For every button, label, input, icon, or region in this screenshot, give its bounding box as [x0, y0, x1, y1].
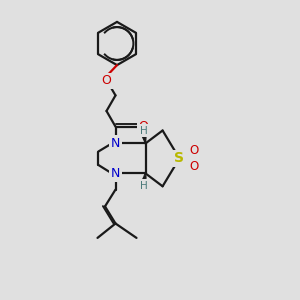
Text: N: N	[111, 137, 120, 150]
Text: O: O	[139, 120, 148, 133]
Text: N: N	[111, 167, 120, 180]
Text: S: S	[174, 152, 184, 165]
Text: H: H	[140, 181, 148, 191]
Text: O: O	[189, 143, 198, 157]
Polygon shape	[142, 135, 146, 143]
Text: O: O	[189, 160, 198, 173]
Text: N: N	[111, 137, 120, 150]
Text: N: N	[111, 167, 120, 180]
Text: H: H	[140, 126, 148, 136]
Text: O: O	[102, 74, 111, 88]
